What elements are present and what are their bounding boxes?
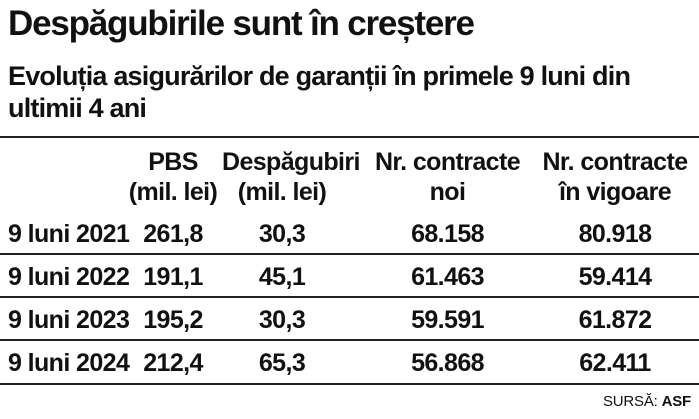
row-divider [0, 339, 699, 341]
column-header-line1: Nr. contracte [542, 148, 688, 176]
row-divider [0, 253, 699, 255]
column-header-line1: Despăgubiri [222, 148, 360, 176]
table-cell: 261,8 [143, 220, 203, 248]
column-header-line1: Nr. contracte [374, 148, 521, 176]
table-cell: 59.591 [411, 306, 484, 334]
row-label: 9 luni 2024 [8, 349, 130, 377]
column-header-line2: noi [429, 178, 466, 206]
table-cell: 45,1 [258, 263, 306, 291]
table-cell: 195,2 [143, 306, 203, 334]
row-label: 9 luni 2023 [8, 306, 130, 334]
table-cell: 68.158 [411, 220, 484, 248]
table-cell: 80.918 [578, 220, 652, 248]
column-header: Nr. contracte în vigoare [535, 147, 695, 211]
table-cell: 30,3 [258, 306, 306, 334]
table-cell: 56.868 [411, 349, 484, 377]
source-note: SURSĂ: ASF [603, 393, 691, 410]
table-cell: 65,3 [258, 349, 306, 377]
chart-title: Despăgubirile sunt în creștere [8, 4, 475, 43]
column-header-line2: în vigoare [558, 178, 672, 206]
table-cell: 61.463 [411, 263, 484, 291]
row-label: 9 luni 2021 [8, 220, 130, 248]
source-name: ASF [661, 393, 692, 410]
table-row: 9 luni 2024 212,4 65,3 56.868 62.411 [0, 341, 699, 385]
header-top-rule [0, 136, 699, 138]
table-cell: 59.414 [578, 263, 652, 291]
row-label: 9 luni 2022 [8, 263, 130, 291]
table-row: 9 luni 2021 261,8 30,3 68.158 80.918 [0, 212, 699, 255]
column-header-line1: PBS [148, 148, 198, 176]
column-header: Nr. contracte noi [360, 147, 535, 211]
table-cell: 30,3 [258, 220, 306, 248]
source-prefix: SURSĂ: [602, 393, 658, 410]
column-header: Despăgubiri (mil. lei) [222, 147, 360, 211]
column-header-line2: (mil. lei) [128, 178, 218, 206]
chart-subtitle: Evoluția asigurărilor de garanții în pri… [8, 61, 631, 123]
table-cell: 191,1 [143, 263, 203, 291]
table-row: 9 luni 2023 195,2 30,3 59.591 61.872 [0, 298, 699, 341]
column-header: PBS (mil. lei) [118, 147, 228, 211]
row-divider [0, 296, 699, 298]
table-row: 9 luni 2022 191,1 45,1 61.463 59.414 [0, 255, 699, 298]
column-header-line2: (mil. lei) [237, 178, 327, 206]
table-cell: 212,4 [143, 349, 203, 377]
table-cell: 61.872 [578, 306, 652, 334]
row-divider [0, 383, 699, 385]
table-cell: 62.411 [579, 349, 651, 377]
